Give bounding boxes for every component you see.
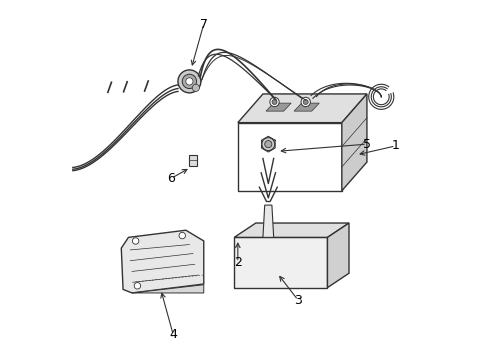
Polygon shape xyxy=(263,205,274,237)
Polygon shape xyxy=(234,237,327,288)
Circle shape xyxy=(179,232,186,239)
Circle shape xyxy=(265,140,272,148)
Circle shape xyxy=(301,97,310,107)
Circle shape xyxy=(262,138,275,150)
Circle shape xyxy=(134,283,141,289)
Text: 5: 5 xyxy=(363,138,371,150)
Polygon shape xyxy=(266,103,291,111)
Polygon shape xyxy=(327,223,349,288)
Text: 6: 6 xyxy=(168,172,175,185)
Polygon shape xyxy=(294,103,319,111)
Polygon shape xyxy=(234,223,349,237)
Polygon shape xyxy=(189,154,197,166)
Circle shape xyxy=(182,74,196,89)
Circle shape xyxy=(303,99,308,104)
Polygon shape xyxy=(342,94,367,191)
Text: 2: 2 xyxy=(234,256,242,269)
Circle shape xyxy=(132,238,139,244)
Polygon shape xyxy=(122,230,204,293)
Circle shape xyxy=(272,99,277,104)
Text: 4: 4 xyxy=(170,328,177,341)
Text: 1: 1 xyxy=(392,139,399,152)
Text: 7: 7 xyxy=(200,18,208,31)
Polygon shape xyxy=(238,123,342,191)
Polygon shape xyxy=(238,94,367,123)
Circle shape xyxy=(186,78,193,85)
Circle shape xyxy=(192,84,199,91)
Text: 3: 3 xyxy=(294,294,302,307)
Polygon shape xyxy=(132,285,204,293)
Circle shape xyxy=(178,70,201,93)
Circle shape xyxy=(270,97,279,107)
